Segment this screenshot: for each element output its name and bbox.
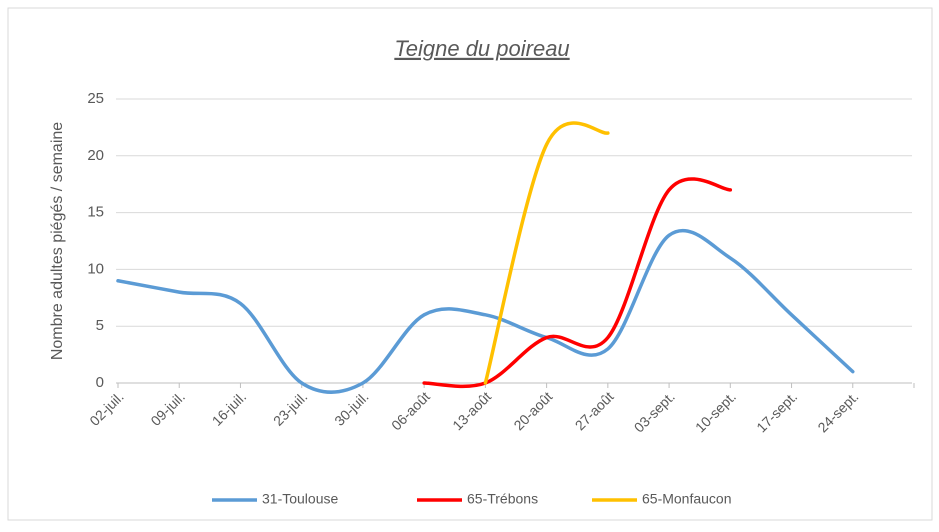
y-tick-label: 5 bbox=[96, 317, 104, 334]
legend-label: 65-Trébons bbox=[467, 491, 538, 507]
line-series bbox=[483, 121, 610, 385]
chart-border bbox=[7, 7, 933, 521]
y-tick-label: 25 bbox=[87, 90, 104, 107]
y-tick-label: 0 bbox=[96, 374, 104, 391]
y-axis-label: Nombre adultes piégés / semaine bbox=[49, 122, 66, 360]
chart-title: Teigne du poireau bbox=[394, 36, 569, 61]
line-series bbox=[116, 228, 855, 394]
y-tick-label: 20 bbox=[87, 147, 104, 164]
legend-label: 65-Monfaucon bbox=[642, 491, 732, 507]
legend-label: 31-Toulouse bbox=[262, 491, 338, 507]
y-tick-label: 10 bbox=[87, 260, 104, 277]
y-tick-label: 15 bbox=[87, 204, 104, 221]
